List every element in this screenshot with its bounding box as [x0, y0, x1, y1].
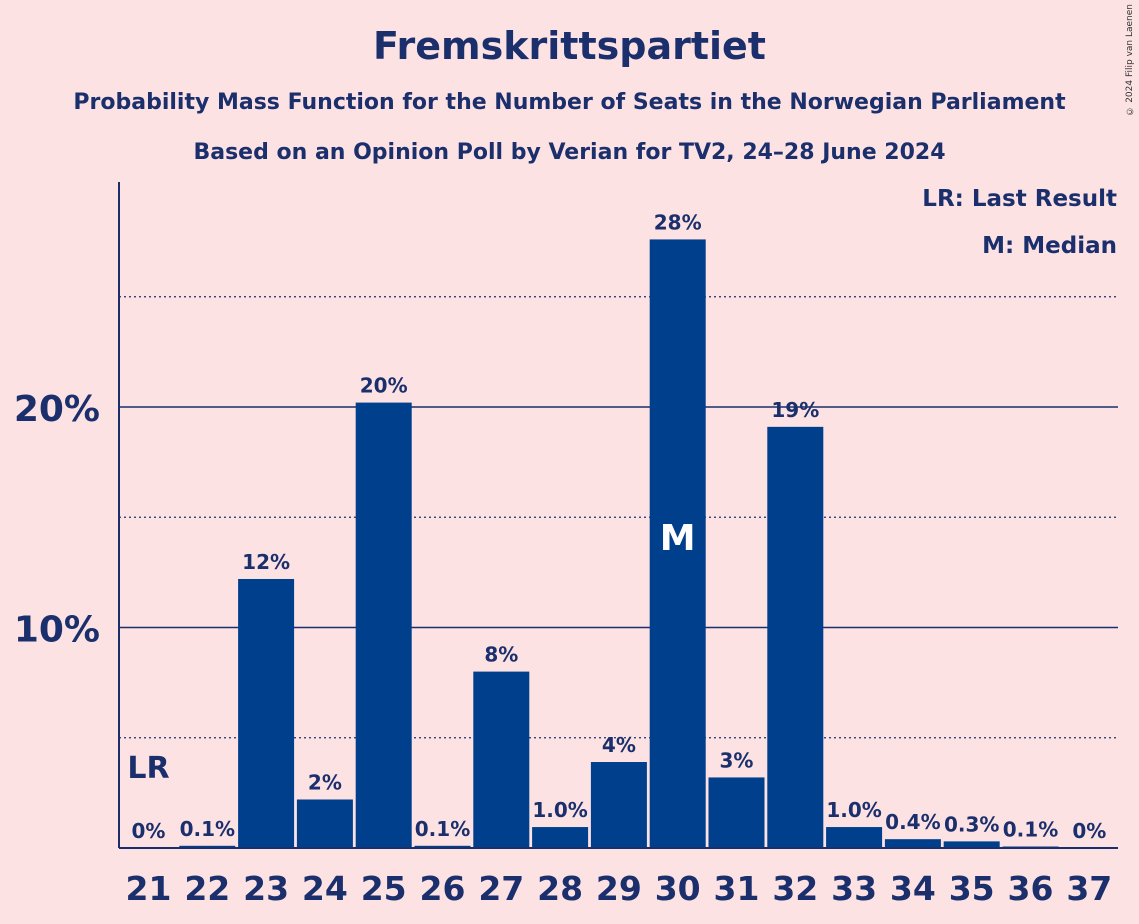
data-label: 20% [360, 374, 408, 398]
x-tick-label: 34 [890, 869, 936, 908]
x-tick-label: 36 [1008, 869, 1054, 908]
x-tick-label: 25 [361, 869, 407, 908]
data-label: 0.4% [885, 810, 940, 834]
legend-median: M: Median [982, 233, 1117, 259]
bar-seats-24 [296, 799, 353, 848]
bar-seats-31 [708, 777, 765, 848]
data-label: 8% [484, 643, 518, 667]
x-tick-label: 22 [184, 869, 230, 908]
legend-last-result: LR: Last Result [922, 186, 1117, 212]
x-tick-label: 26 [420, 869, 466, 908]
data-label: 2% [308, 770, 342, 794]
bar-seats-27 [473, 671, 530, 848]
bar-seats-30 [649, 239, 706, 849]
data-label: 1.0% [826, 798, 881, 822]
bar-seats-28 [532, 827, 589, 848]
x-tick-label: 24 [302, 869, 348, 908]
x-tick-label: 21 [126, 869, 172, 908]
last-result-marker: LR [127, 751, 169, 786]
bar-seats-26 [414, 845, 471, 848]
x-tick-label: 37 [1066, 869, 1112, 908]
y-tick-label: 20% [14, 389, 100, 430]
bar-seats-35 [943, 841, 1000, 848]
data-label: 0.1% [180, 817, 235, 841]
chart-source: Based on an Opinion Poll by Verian for T… [193, 140, 946, 165]
data-label: 0% [132, 819, 166, 843]
x-tick-label: 30 [655, 869, 701, 908]
x-tick-label: 29 [596, 869, 642, 908]
bar-seats-22 [179, 845, 236, 848]
bar-seats-33 [826, 827, 883, 848]
bar-seats-29 [590, 762, 647, 848]
bar-seats-32 [767, 426, 824, 848]
x-tick-label: 27 [478, 869, 524, 908]
x-tick-label: 33 [831, 869, 877, 908]
data-label: 0.1% [1003, 818, 1058, 842]
x-tick-label: 35 [949, 869, 995, 908]
data-label: 28% [654, 210, 702, 234]
data-label: 1.0% [532, 798, 587, 822]
x-tick-label: 23 [243, 869, 289, 908]
data-label: 19% [771, 398, 819, 422]
x-tick-label: 31 [714, 869, 760, 908]
bar-seats-34 [884, 839, 941, 848]
data-label: 4% [602, 733, 636, 757]
y-tick-label: 10% [14, 610, 100, 651]
bar-seats-25 [355, 402, 412, 848]
data-label: 0.3% [944, 812, 999, 836]
x-tick-label: 32 [772, 869, 818, 908]
data-label: 12% [242, 550, 290, 574]
x-tick-label: 28 [537, 869, 583, 908]
data-label: 0% [1072, 819, 1106, 843]
data-label: 3% [720, 748, 754, 772]
data-label: 0.1% [415, 817, 470, 841]
bar-seats-23 [238, 578, 295, 848]
chart-subtitle: Probability Mass Function for the Number… [73, 90, 1066, 115]
median-marker: M [660, 518, 696, 559]
chart-title: Fremskrittspartiet [373, 24, 766, 68]
